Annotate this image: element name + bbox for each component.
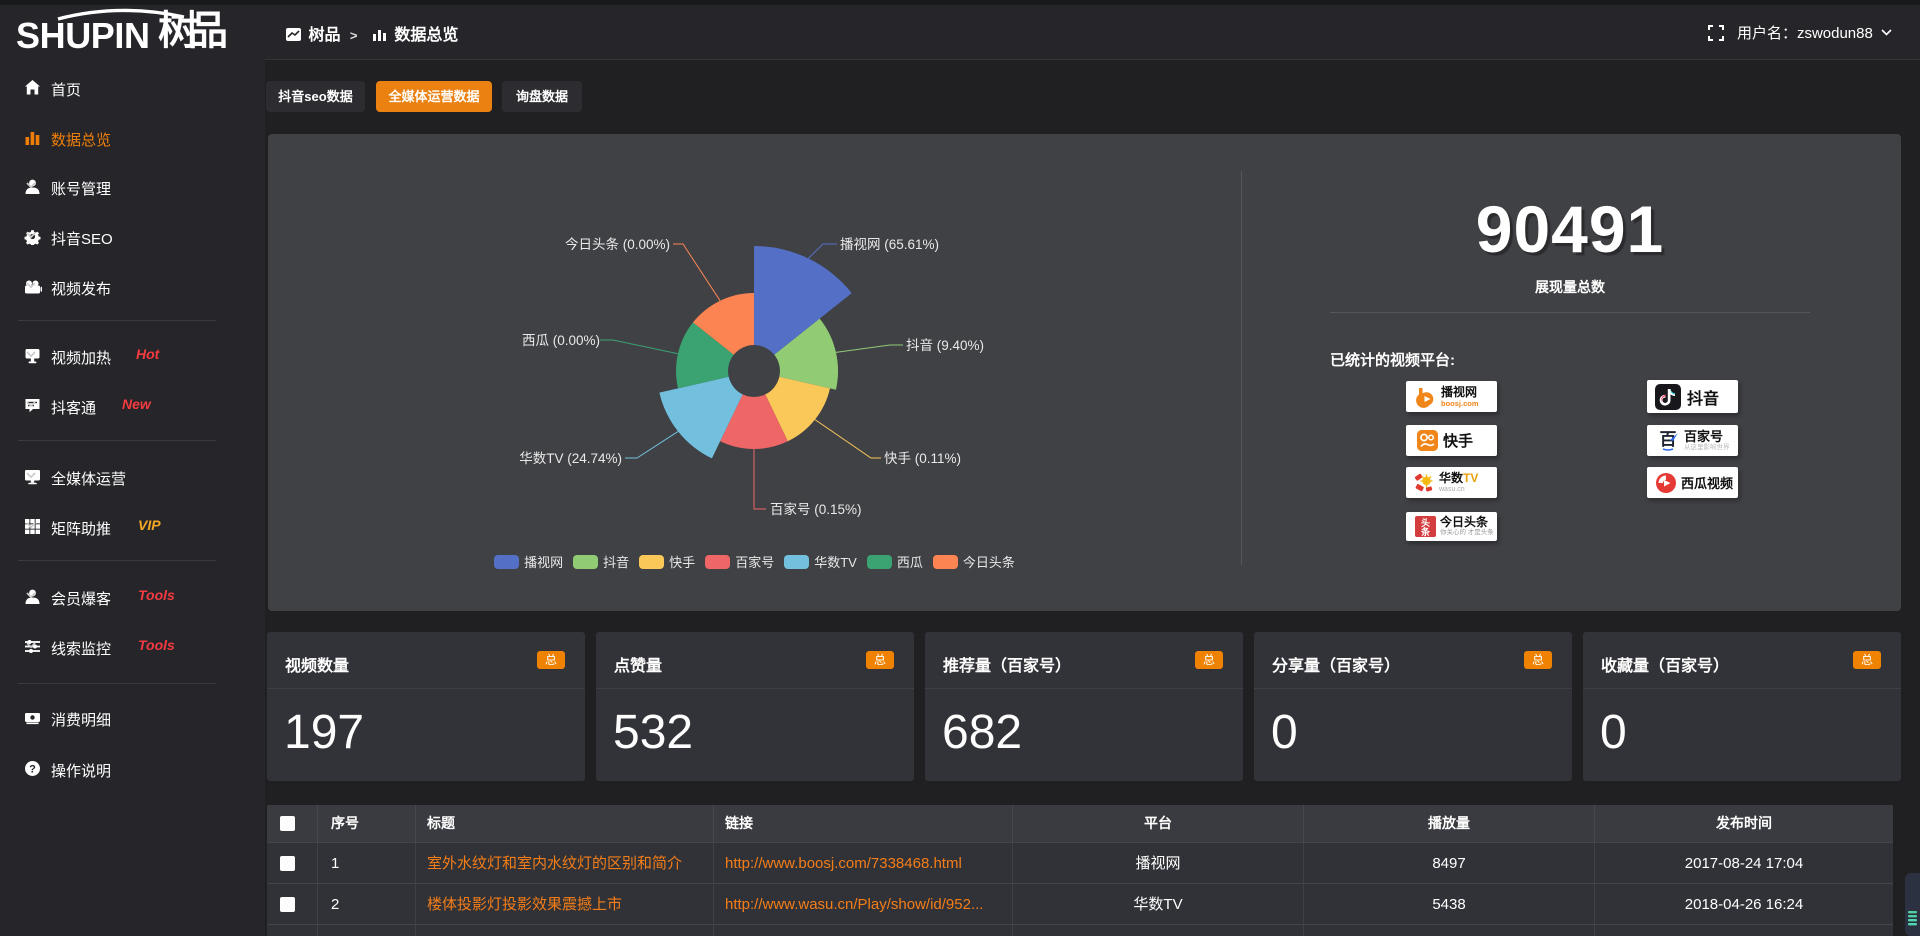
svg-text:百家号 (0.15%): 百家号 (0.15%) [770, 501, 862, 517]
svg-text:播视网 (65.61%): 播视网 (65.61%) [840, 237, 939, 252]
svg-text:SHUPIN: SHUPIN [16, 15, 150, 55]
svg-text:今日头条 (0.00%): 今日头条 (0.00%) [565, 236, 670, 252]
svg-text:西瓜 (0.00%): 西瓜 (0.00%) [522, 333, 600, 348]
svg-text:头: 头 [1421, 517, 1430, 528]
svg-text:百: 百 [1660, 430, 1677, 449]
svg-text:树品: 树品 [158, 9, 228, 53]
svg-text:快手 (0.11%): 快手 (0.11%) [884, 451, 961, 466]
svg-text:华数TV (24.74%): 华数TV (24.74%) [519, 451, 622, 466]
svg-text:?: ? [29, 764, 36, 776]
svg-text:条: 条 [1420, 526, 1431, 537]
svg-text:抖音 (9.40%): 抖音 (9.40%) [906, 337, 984, 353]
